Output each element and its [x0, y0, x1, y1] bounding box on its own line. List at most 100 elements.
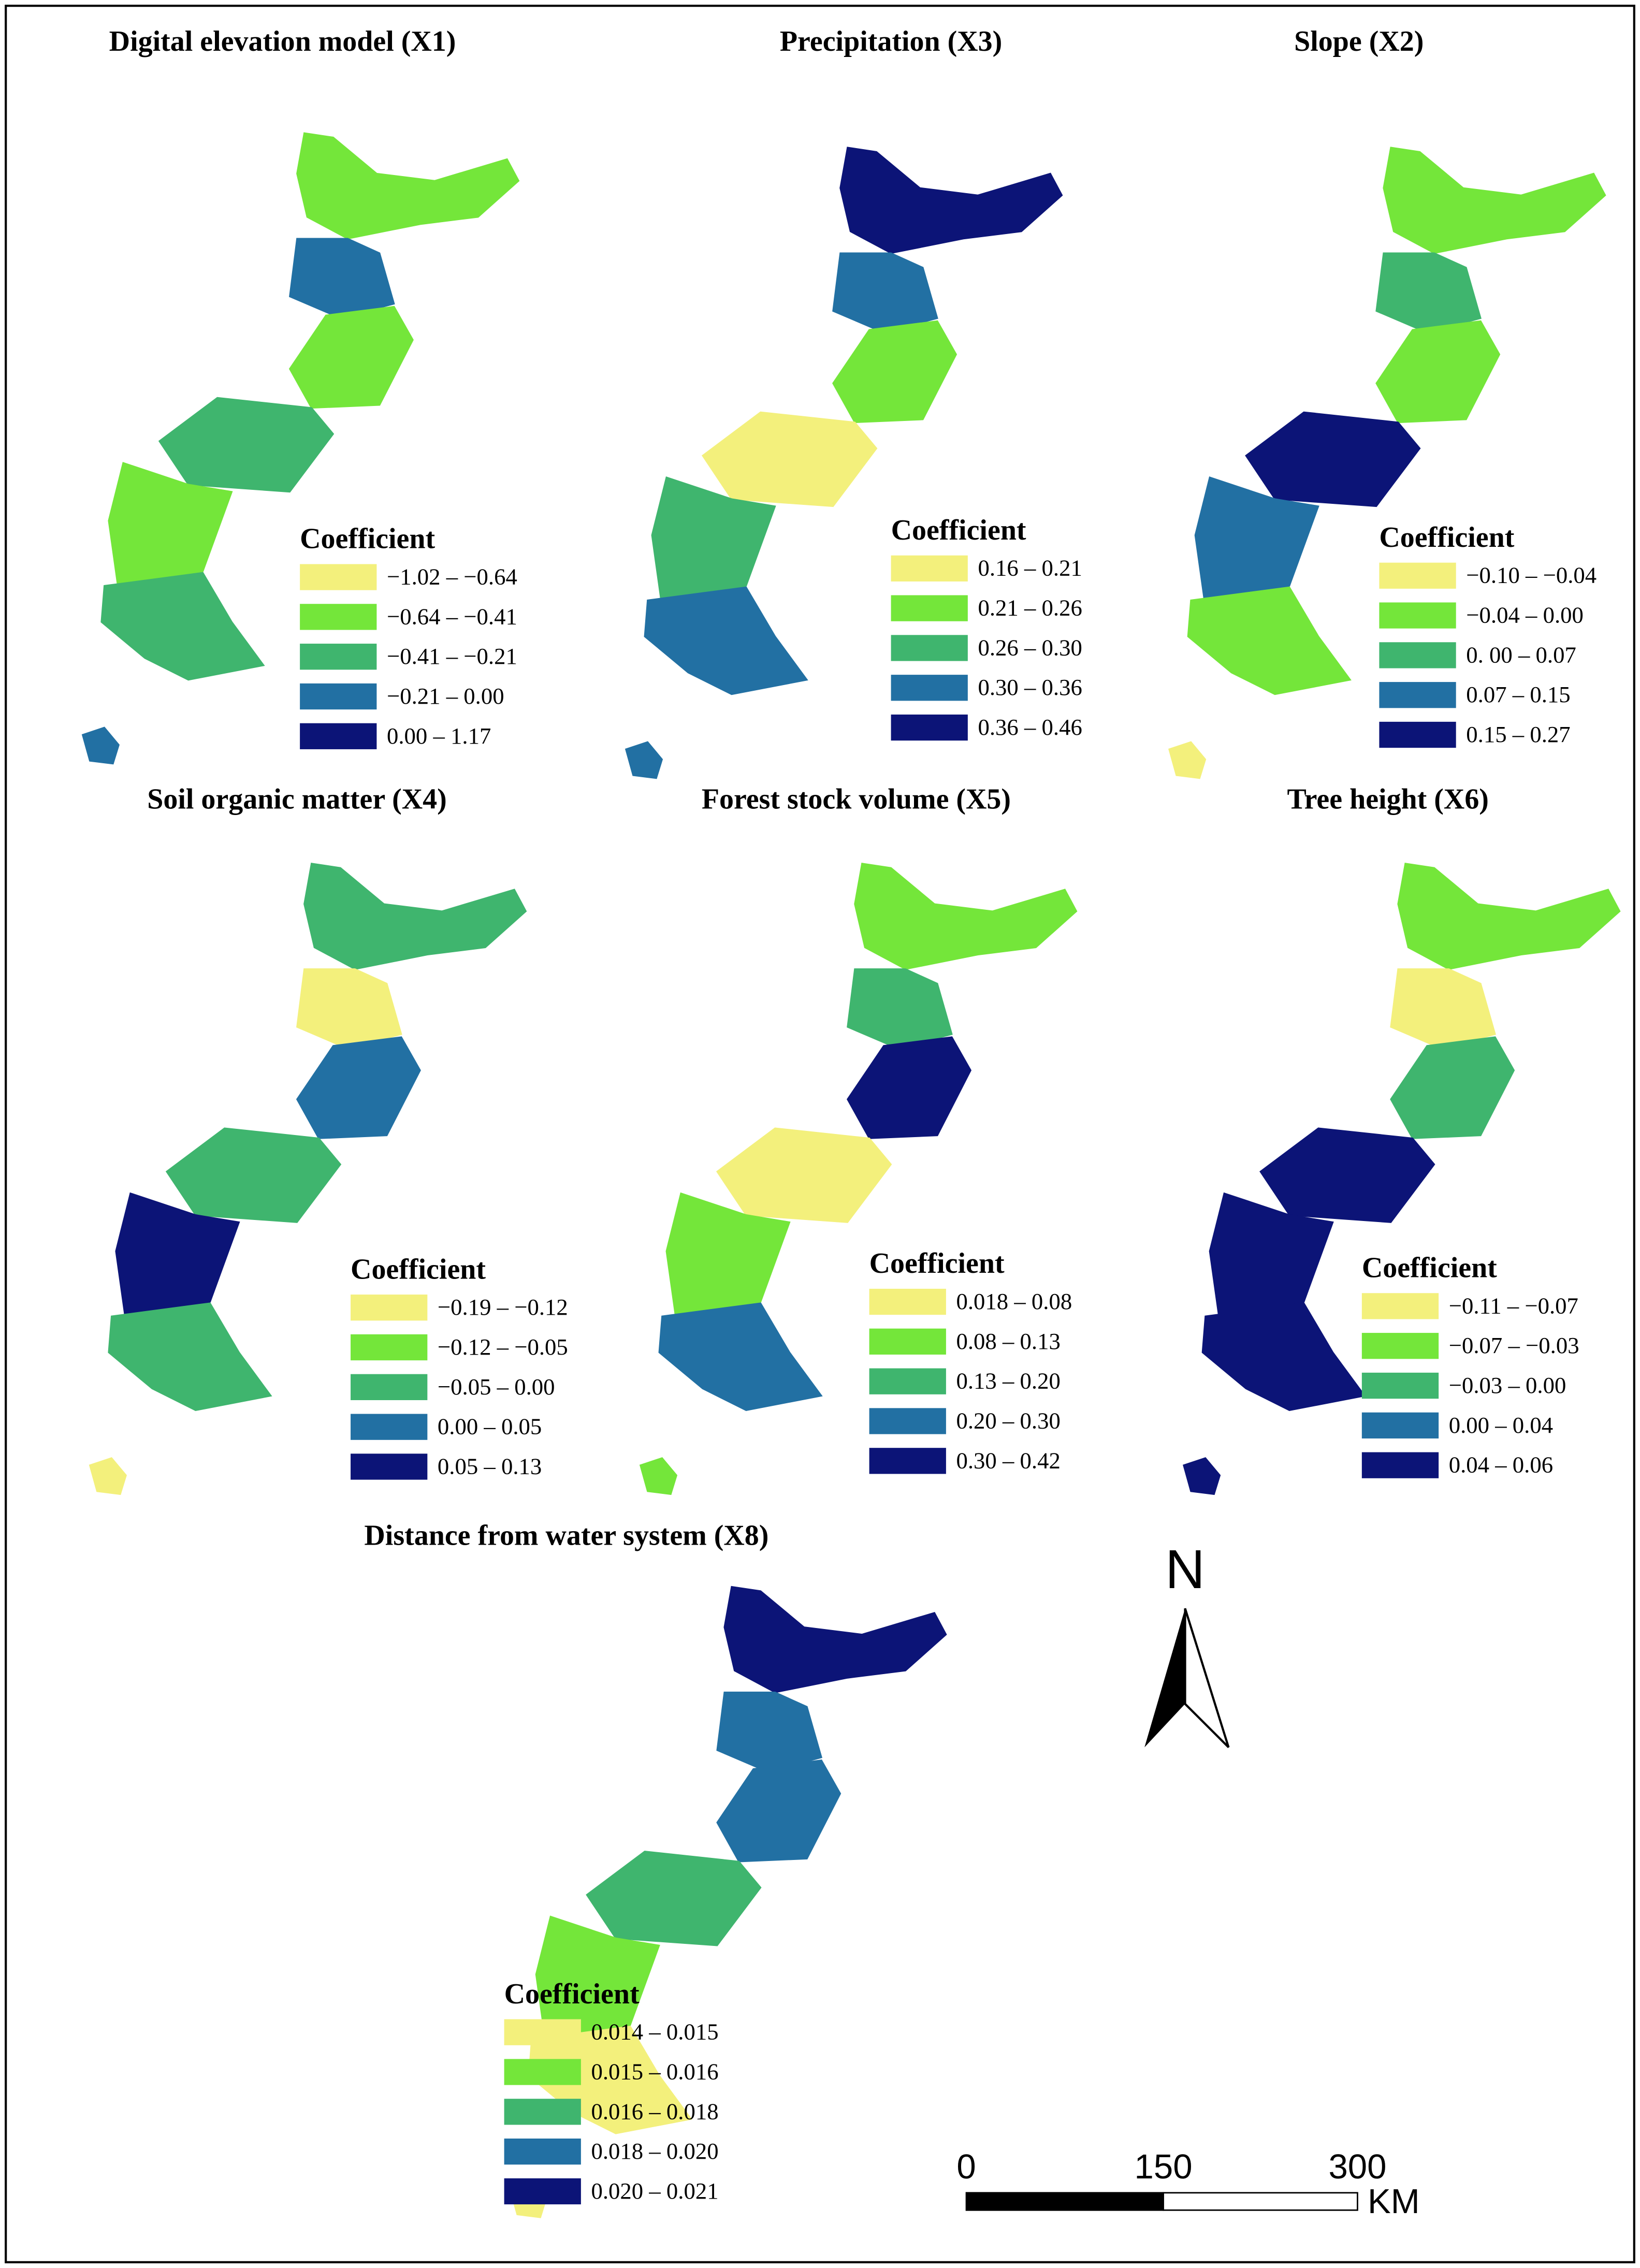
legend-title: Coefficient — [869, 1247, 1005, 1280]
legend-label: −0.03 – 0.00 — [1449, 1372, 1566, 1398]
legend-title: Coefficient — [1362, 1252, 1497, 1284]
legend-swatch — [504, 2019, 581, 2045]
map-region — [832, 320, 957, 424]
legend-swatch — [1361, 1372, 1439, 1399]
legend-swatch — [869, 1288, 946, 1315]
legend-swatch — [1361, 1293, 1439, 1319]
legend-label: 0.16 – 0.21 — [978, 555, 1082, 581]
scale-bar: 0 150 300 KM — [956, 2147, 1419, 2221]
map-region — [1375, 320, 1501, 424]
legend-swatch — [869, 1368, 946, 1394]
legend-swatch — [891, 714, 968, 741]
arrow-right — [1184, 1608, 1230, 1748]
map-region — [644, 586, 808, 695]
map-region — [586, 1851, 762, 1946]
legend-swatch — [1379, 682, 1456, 708]
map-region — [289, 238, 395, 319]
legend-label: 0.30 – 0.42 — [956, 1447, 1060, 1473]
legend-label: 0.26 – 0.30 — [978, 634, 1082, 660]
map-region — [1390, 968, 1496, 1050]
legend-label: 0.04 – 0.06 — [1449, 1452, 1553, 1478]
legend-label: −0.10 – −0.04 — [1466, 562, 1597, 588]
map-region — [288, 306, 414, 409]
legend-label: 0.00 – 1.17 — [387, 723, 491, 749]
panel-title: Precipitation (X3) — [780, 25, 1002, 57]
map-region — [1259, 1127, 1435, 1223]
legend-label: 0.018 – 0.020 — [591, 2138, 718, 2164]
legend-title: Coefficient — [891, 514, 1026, 546]
map-region — [1375, 252, 1482, 333]
legend-swatch — [1361, 1412, 1439, 1439]
panel-title: Tree height (X6) — [1287, 783, 1488, 816]
north-label: N — [1165, 1538, 1205, 1600]
map-region — [1194, 476, 1319, 608]
legend-label: 0.016 – 0.018 — [591, 2098, 718, 2124]
map-region — [1168, 741, 1207, 779]
map-region — [839, 147, 1063, 254]
map-region — [639, 1457, 678, 1495]
map-region — [1245, 411, 1421, 507]
legend-label: −0.05 – 0.00 — [438, 1374, 555, 1400]
panel-title: Digital elevation model (X1) — [109, 25, 456, 57]
legend-swatch — [300, 564, 377, 590]
legend-label: 0.21 – 0.26 — [978, 595, 1082, 621]
legend-label: 0.00 – 0.05 — [438, 1414, 542, 1440]
arrow-left — [1144, 1608, 1185, 1748]
legend-swatch — [504, 2138, 581, 2165]
map-region — [1201, 1302, 1366, 1411]
legend-swatch — [1379, 721, 1456, 748]
map-region — [832, 252, 938, 333]
legend-swatch — [1379, 602, 1456, 629]
map-region — [296, 1036, 421, 1139]
legend-label: −0.21 – 0.00 — [387, 683, 504, 709]
map-region — [847, 1036, 972, 1139]
scale-label: 300 — [1328, 2147, 1386, 2186]
legend-label: −0.07 – −0.03 — [1449, 1332, 1579, 1358]
map-panel: Distance from water system (X8) Coefficie… — [364, 1519, 947, 2218]
map-region — [854, 863, 1078, 970]
scale-unit: KM — [1368, 2182, 1420, 2221]
map-region — [1397, 863, 1621, 970]
legend-swatch — [300, 604, 377, 630]
map-panel: Forest stock volume (X5) Coefficient 0.018… — [639, 783, 1078, 1495]
legend-swatch — [869, 1448, 946, 1474]
scale-label: 0 — [956, 2147, 976, 2186]
map-region — [303, 863, 527, 970]
legend-label: 0.13 – 0.20 — [956, 1368, 1060, 1394]
legend-swatch — [351, 1334, 428, 1361]
map-region — [716, 1691, 823, 1773]
legend-swatch — [351, 1295, 428, 1321]
map-region — [115, 1192, 240, 1325]
legend-swatch — [504, 2059, 581, 2085]
legend-swatch — [300, 644, 377, 670]
map-region — [1390, 1036, 1515, 1139]
map-panel: Digital elevation model (X1) Coefficient −… — [81, 25, 520, 765]
legend-label: −0.11 – −0.07 — [1449, 1292, 1578, 1318]
north-arrow: N — [1144, 1538, 1230, 1748]
legend-label: 0.07 – 0.15 — [1466, 681, 1570, 707]
panel-title: Slope (X2) — [1294, 25, 1424, 57]
legend-swatch — [504, 2099, 581, 2125]
legend-label: −0.41 – −0.21 — [387, 643, 517, 669]
legend-label: 0.014 – 0.015 — [591, 2019, 718, 2045]
map-region — [81, 726, 120, 765]
legend-label: −0.12 – −0.05 — [438, 1334, 568, 1360]
map-region — [1209, 1192, 1334, 1325]
legend-swatch — [351, 1414, 428, 1440]
map-region — [716, 1127, 892, 1223]
map-panel: Tree height (X6) Coefficient −0.11 – −0.07… — [1183, 783, 1621, 1495]
panel-title: Forest stock volume (X5) — [702, 783, 1011, 816]
map-region — [158, 397, 335, 493]
map-region — [89, 1457, 127, 1495]
map-region — [108, 1302, 272, 1411]
legend-swatch — [891, 635, 968, 661]
legend-label: −1.02 – −0.64 — [387, 564, 517, 590]
map-region — [665, 1192, 791, 1325]
map-region — [296, 968, 402, 1050]
map-region — [701, 411, 878, 507]
map-region — [296, 132, 520, 240]
legend-swatch — [351, 1374, 428, 1400]
legend-title: Coefficient — [351, 1253, 486, 1285]
